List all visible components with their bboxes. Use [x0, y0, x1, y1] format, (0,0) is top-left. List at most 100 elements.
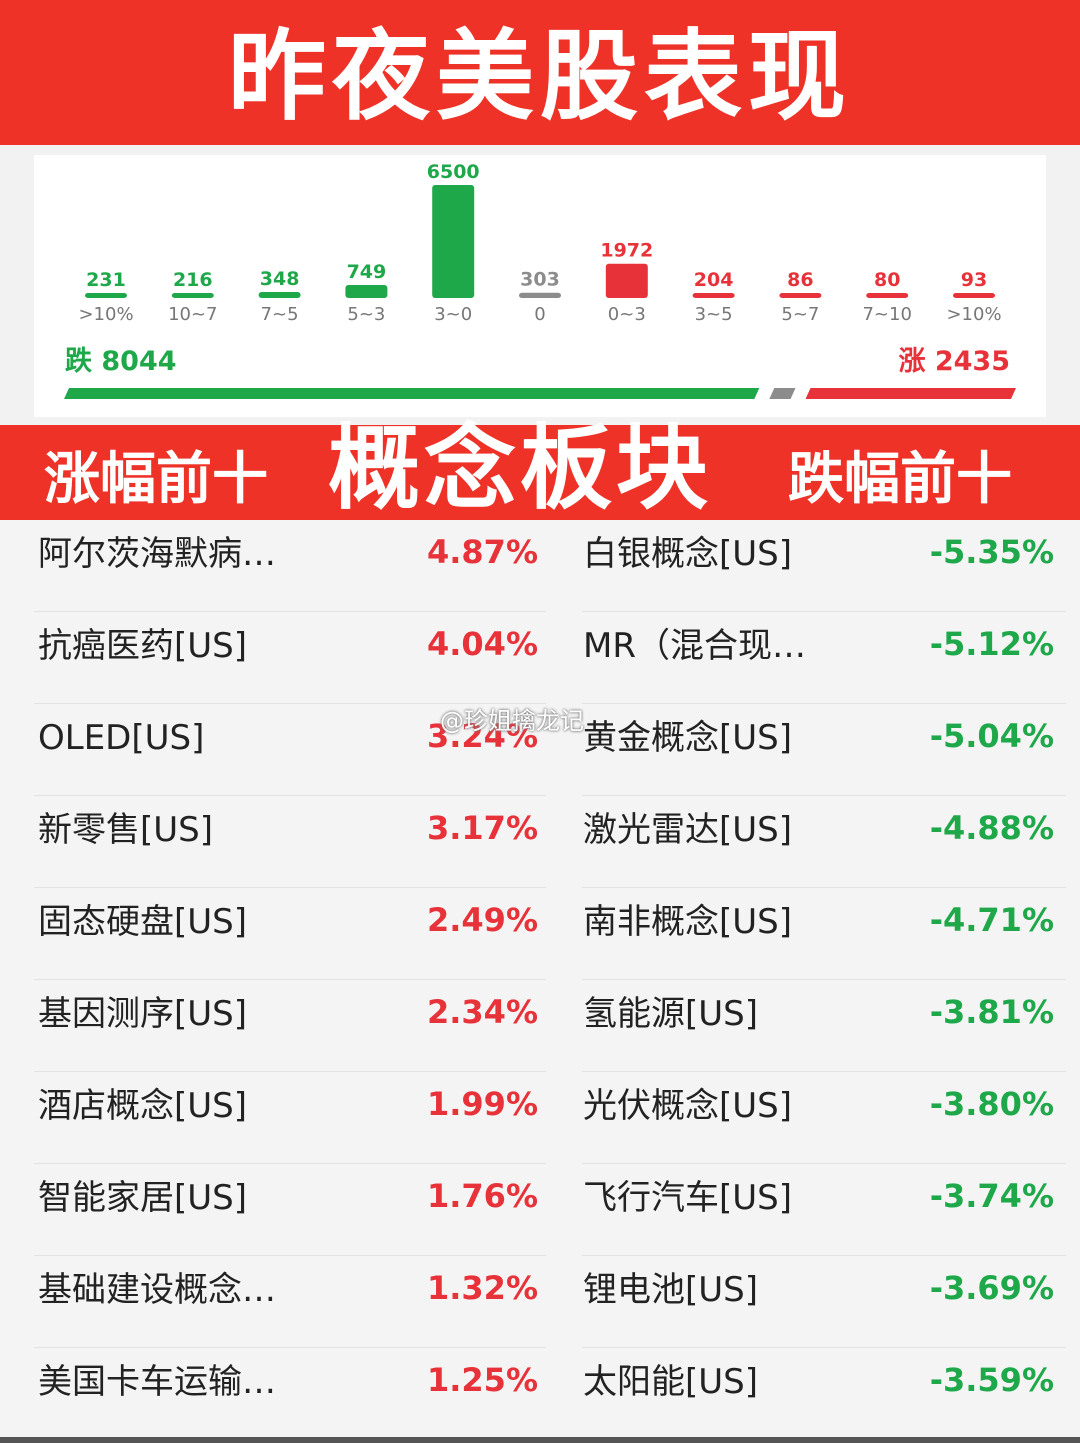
gainer-sector-change: 1.99% — [426, 1085, 538, 1123]
bar-value-label: 86 — [787, 269, 813, 291]
loser-sector-change: -5.12% — [929, 625, 1054, 663]
row-divider — [34, 979, 546, 980]
gainer-sector-name: 美国卡车运输… — [38, 1362, 276, 1402]
bar-value-label: 1972 — [600, 240, 653, 262]
gainer-sector-name: 阿尔茨海默病… — [38, 534, 276, 574]
loser-sector-change: -3.69% — [929, 1269, 1054, 1307]
distribution-chart: 231 >10% 216 10~7 348 7~5 749 5~3 6500 3~0 303 0 197… — [64, 161, 1016, 399]
row-divider — [582, 1347, 1066, 1348]
table-row: 美国卡车运输… 1.25% 太阳能[US] -3.59% — [0, 1348, 1080, 1440]
loser-sector-change: -3.59% — [929, 1361, 1054, 1399]
gainer-sector-name: 基础建设概念… — [38, 1270, 276, 1310]
chart-bar — [953, 293, 995, 298]
gainer-sector-name: OLED[US] — [38, 718, 205, 758]
table-row: 新零售[US] 3.17% 激光雷达[US] -4.88% — [0, 796, 1080, 888]
chart-bar — [519, 292, 561, 298]
concept-sector-title: 概念板块 — [327, 415, 712, 522]
gainer-sector-name: 酒店概念[US] — [38, 1086, 247, 1126]
table-row: 基因测序[US] 2.34% 氢能源[US] -3.81% — [0, 980, 1080, 1072]
bar-value-label: 204 — [694, 269, 734, 291]
chart-bar — [85, 293, 127, 298]
row-divider — [582, 1163, 1066, 1164]
chart-bar — [258, 291, 301, 298]
bar-category-label: 7~5 — [261, 304, 299, 325]
header-banner: 昨夜美股表现 — [0, 0, 1080, 145]
loser-sector-change: -3.74% — [929, 1177, 1054, 1215]
row-divider — [34, 1347, 546, 1348]
loser-sector-change: -5.35% — [929, 533, 1054, 571]
row-divider — [582, 1255, 1066, 1256]
bottom-edge — [0, 1437, 1080, 1443]
chart-bar — [345, 284, 388, 298]
loser-sector-name: 飞行汽车[US] — [583, 1178, 792, 1218]
table-row: 抗癌医药[US] 4.04% MR（混合现… -5.12% — [0, 612, 1080, 704]
gainer-sector-name: 智能家居[US] — [38, 1178, 247, 1218]
row-divider — [34, 611, 546, 612]
loser-sector-name: 白银概念[US] — [583, 534, 792, 574]
loser-sector-change: -4.71% — [929, 901, 1054, 939]
gainer-sector-name: 固态硬盘[US] — [38, 902, 247, 942]
watermark: @珍姐擒龙记 — [440, 707, 584, 735]
gainer-sector-change: 1.76% — [426, 1177, 538, 1215]
rise-count-label: 涨 2435 — [898, 346, 1010, 377]
loser-sector-name: 激光雷达[US] — [583, 810, 792, 850]
chart-bar — [779, 293, 822, 298]
row-divider — [582, 887, 1066, 888]
chart-bar — [605, 263, 648, 298]
row-divider — [34, 795, 546, 796]
sector-table: 阿尔茨海默病… 4.87% 白银概念[US] -5.35% 抗癌医药[US] 4.04% M… — [0, 520, 1080, 1443]
table-row: 基础建设概念… 1.32% 锂电池[US] -3.69% — [0, 1256, 1080, 1348]
loser-sector-name: 光伏概念[US] — [583, 1086, 792, 1126]
table-row: 酒店概念[US] 1.99% 光伏概念[US] -3.80% — [0, 1072, 1080, 1164]
bar-value-label: 749 — [347, 261, 387, 283]
bar-category-label: 3~5 — [695, 304, 733, 325]
bar-value-label: 6500 — [427, 161, 480, 183]
gainer-sector-change: 3.24% — [426, 717, 538, 755]
bar-category-label: 5~3 — [347, 304, 385, 325]
loser-sector-name: 南非概念[US] — [583, 902, 792, 942]
row-divider — [34, 887, 546, 888]
loser-sector-name: 氢能源[US] — [583, 994, 758, 1034]
loser-sector-name: MR（混合现… — [583, 626, 806, 666]
loser-sector-change: -3.81% — [929, 993, 1054, 1031]
bar-value-label: 231 — [86, 269, 126, 291]
gainer-sector-change: 2.34% — [426, 993, 538, 1031]
bar-category-label: 0~3 — [608, 304, 646, 325]
distribution-chart-card: 231 >10% 216 10~7 348 7~5 749 5~3 6500 3~0 303 0 197… — [34, 155, 1046, 417]
bar-category-label: 0 — [534, 304, 545, 325]
gainer-sector-name: 抗癌医药[US] — [38, 626, 247, 666]
gainer-sector-change: 1.32% — [426, 1269, 538, 1307]
row-divider — [582, 611, 1066, 612]
concept-sector-band: 涨幅前十 概念板块 跌幅前十 — [0, 419, 1080, 520]
row-divider — [582, 979, 1066, 980]
fall-proportion-bar — [64, 388, 760, 399]
top-gainers-title: 涨幅前十 — [44, 447, 268, 512]
loser-sector-change: -5.04% — [929, 717, 1054, 755]
bar-value-label: 80 — [874, 269, 900, 291]
gainer-sector-change: 1.25% — [426, 1361, 538, 1399]
flat-proportion-bar — [769, 388, 796, 399]
top-losers-title: 跌幅前十 — [788, 447, 1012, 512]
table-row: 固态硬盘[US] 2.49% 南非概念[US] -4.71% — [0, 888, 1080, 980]
bar-category-label: 5~7 — [781, 304, 819, 325]
bar-category-label: 3~0 — [434, 304, 472, 325]
row-divider — [34, 1255, 546, 1256]
gainer-sector-change: 4.04% — [426, 625, 538, 663]
loser-sector-name: 黄金概念[US] — [583, 718, 792, 758]
table-row: 智能家居[US] 1.76% 飞行汽车[US] -3.74% — [0, 1164, 1080, 1256]
page-title: 昨夜美股表现 — [227, 20, 852, 134]
chart-bar — [171, 293, 214, 298]
bar-value-label: 348 — [260, 268, 300, 290]
bar-category-label: 10~7 — [168, 304, 217, 325]
bar-value-label: 216 — [173, 269, 213, 291]
gainer-sector-change: 2.49% — [426, 901, 538, 939]
loser-sector-change: -4.88% — [929, 809, 1054, 847]
gainer-sector-name: 新零售[US] — [38, 810, 213, 850]
table-row: 阿尔茨海默病… 4.87% 白银概念[US] -5.35% — [0, 520, 1080, 612]
row-divider — [34, 1071, 546, 1072]
row-divider — [582, 795, 1066, 796]
bar-category-label: >10% — [78, 304, 133, 325]
row-divider — [34, 1163, 546, 1164]
loser-sector-change: -3.80% — [929, 1085, 1054, 1123]
bar-category-label: 7~10 — [862, 304, 911, 325]
